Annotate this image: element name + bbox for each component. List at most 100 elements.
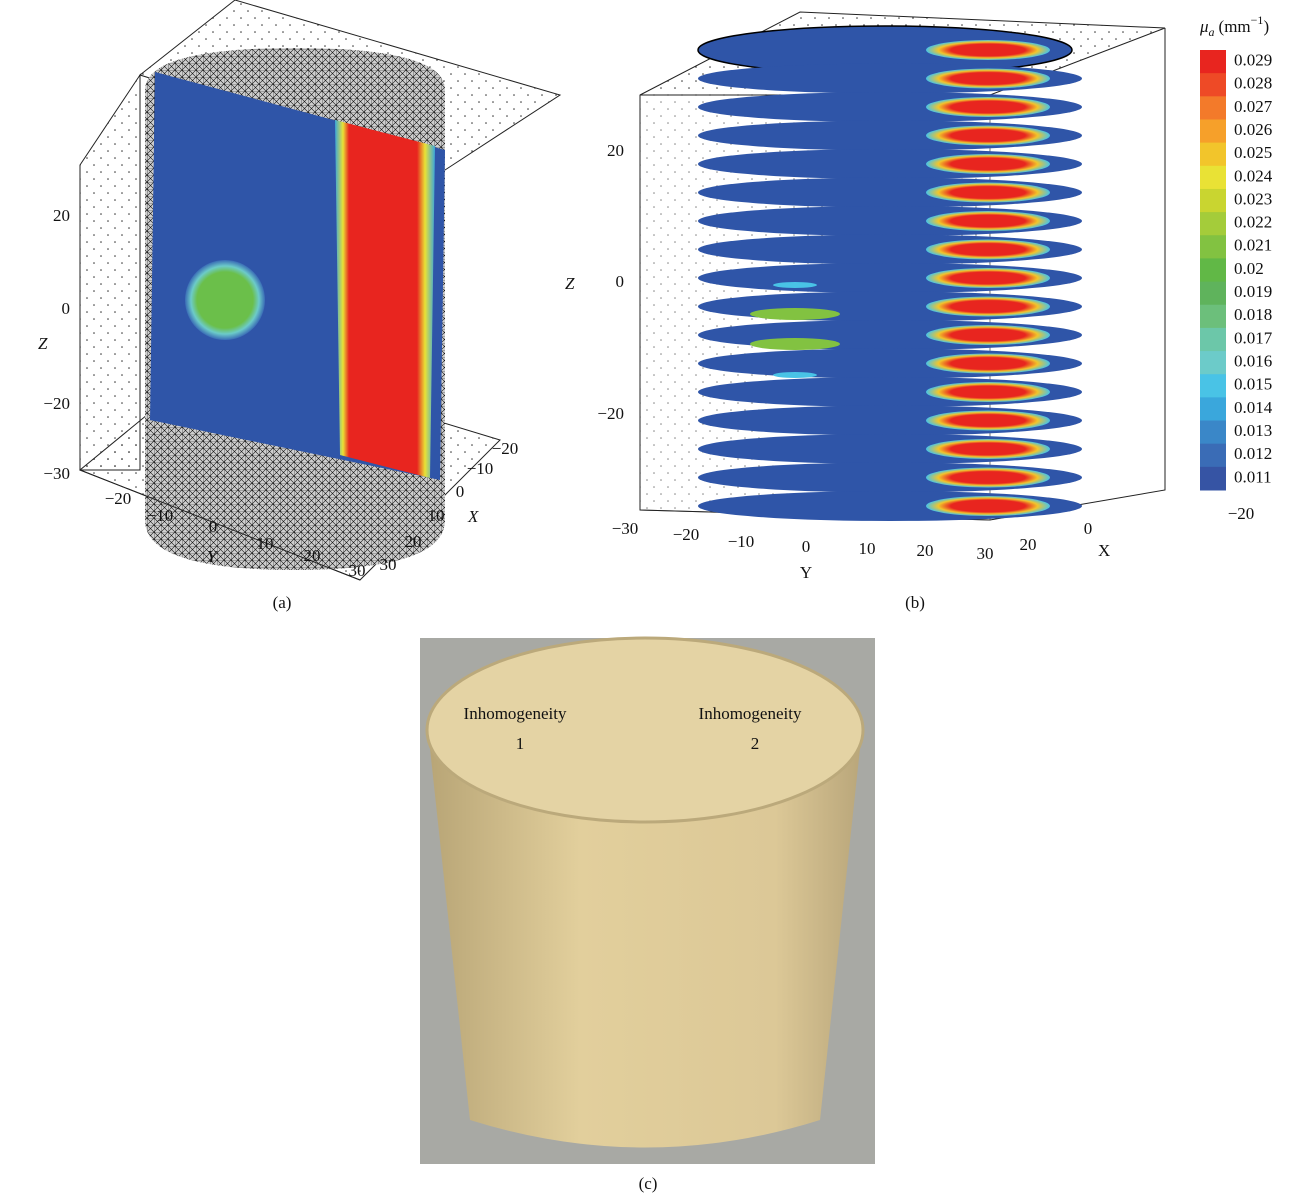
colorbar-label: 0.017 — [1234, 328, 1273, 347]
unit-close: ) — [1263, 17, 1269, 36]
hot-region — [926, 40, 1050, 60]
hot-region — [926, 382, 1050, 402]
tick-label: −10 — [467, 459, 494, 478]
hot-region — [926, 240, 1050, 260]
axis-label: Z — [38, 334, 48, 353]
tick-label: −20 — [673, 525, 700, 544]
colorbar-label: 0.012 — [1234, 444, 1272, 463]
hot-region — [926, 468, 1050, 488]
colorbar-swatch — [1200, 467, 1226, 491]
colorbar-swatch — [1200, 421, 1226, 445]
colorbar-swatch — [1200, 166, 1226, 190]
colorbar-label: 0.026 — [1234, 120, 1272, 139]
tick-label: 20 — [53, 206, 70, 225]
tick-label: 30 — [977, 544, 994, 563]
axis-label: Y — [207, 547, 218, 566]
hot-region — [926, 69, 1050, 89]
colorbar-label: 0.016 — [1234, 352, 1272, 371]
colorbar-swatch — [1200, 374, 1226, 398]
hot-region — [926, 211, 1050, 231]
colorbar-label: 0.02 — [1234, 259, 1264, 278]
unit: (mm — [1219, 17, 1251, 36]
tick-label: −20 — [597, 404, 624, 423]
exponent: −1 — [1251, 13, 1264, 27]
hot-region — [926, 183, 1050, 203]
hot-region — [926, 411, 1050, 431]
colorbar-swatch — [1200, 50, 1226, 74]
colorbar-label: 0.014 — [1234, 398, 1273, 417]
hot-region — [926, 97, 1050, 117]
colorbar-label: 0.025 — [1234, 143, 1272, 162]
tick-label: 30 — [349, 561, 366, 580]
symbol: μ — [1199, 17, 1209, 36]
hot-region — [926, 297, 1050, 317]
colorbar-swatch — [1200, 73, 1226, 97]
hot-region — [926, 496, 1050, 516]
tick-label: 0 — [209, 517, 218, 536]
figure: (a) (b) (c) Z Y X Z Y X μa(mm−1) 200−20−… — [0, 0, 1301, 1204]
colorbar-swatch — [1200, 305, 1226, 329]
colorbar-label: 0.015 — [1234, 375, 1272, 394]
hot-region — [926, 154, 1050, 174]
caption: (b) — [905, 593, 925, 612]
tick-label: 10 — [428, 506, 445, 525]
tick-label: 0 — [456, 482, 465, 501]
tick-label: 0 — [62, 299, 71, 318]
colorbar-swatch — [1200, 444, 1226, 468]
tick-label: −10 — [147, 506, 174, 525]
axis-label: Z — [565, 274, 575, 293]
colorbar-swatch — [1200, 328, 1226, 352]
hot-region — [926, 439, 1050, 459]
tick-label: −20 — [492, 439, 519, 458]
inclusion — [773, 282, 817, 288]
tick-label: 10 — [859, 539, 876, 558]
tick-label: −30 — [43, 464, 70, 483]
tick-label: 30 — [380, 555, 397, 574]
hot-region — [926, 354, 1050, 374]
tick-label: −20 — [105, 489, 132, 508]
colorbar-label: 0.022 — [1234, 213, 1272, 232]
colorbar-label: 0.028 — [1234, 74, 1272, 93]
colorbar-label: 0.019 — [1234, 282, 1272, 301]
subscript: a — [1209, 25, 1215, 39]
colorbar-label: 0.024 — [1234, 166, 1273, 185]
photo-label-number: 2 — [751, 734, 760, 753]
colorbar-label: 0.013 — [1234, 421, 1272, 440]
colorbar-swatch — [1200, 189, 1226, 213]
colorbar-swatch — [1200, 258, 1226, 282]
panel-a-render — [80, 0, 560, 580]
colorbar-title: μa (mm−1) — [1199, 13, 1269, 39]
tick-label: 20 — [607, 141, 624, 160]
hot-region — [926, 325, 1050, 345]
tick-label: 20 — [917, 541, 934, 560]
photo-label-number: 1 — [516, 734, 525, 753]
colorbar-label: 0.021 — [1234, 236, 1272, 255]
photo-label: Inhomogeneity — [464, 704, 567, 723]
axis-label: X — [1098, 541, 1110, 560]
axis-label: Y — [800, 563, 812, 582]
colorbar-label: 0.018 — [1234, 305, 1272, 324]
panel-b-render — [640, 12, 1165, 521]
tick-label: 0 — [616, 272, 625, 291]
colorbar-label: 0.027 — [1234, 97, 1273, 116]
inclusion — [750, 308, 840, 320]
colorbar-swatch — [1200, 96, 1226, 120]
axis-label: X — [467, 507, 479, 526]
colorbar-swatch — [1200, 351, 1226, 375]
hot-region — [926, 268, 1050, 288]
tick-label: 0 — [802, 537, 811, 556]
colorbar-swatch — [1200, 143, 1226, 167]
tick-label: 10 — [257, 534, 274, 553]
colorbar-swatch — [1200, 397, 1226, 421]
tick-label: 20 — [405, 532, 422, 551]
tick-label: −20 — [43, 394, 70, 413]
colorbar-label: 0.011 — [1234, 467, 1272, 486]
tick-label: −30 — [612, 519, 639, 538]
colorbar-swatch — [1200, 282, 1226, 306]
caption: (c) — [639, 1174, 658, 1193]
colorbar-label: 0.029 — [1234, 50, 1272, 69]
tick-label: −10 — [728, 532, 755, 551]
tick-label: −20 — [1228, 504, 1255, 523]
inclusion — [773, 372, 817, 378]
tick-label: 0 — [1084, 519, 1093, 538]
